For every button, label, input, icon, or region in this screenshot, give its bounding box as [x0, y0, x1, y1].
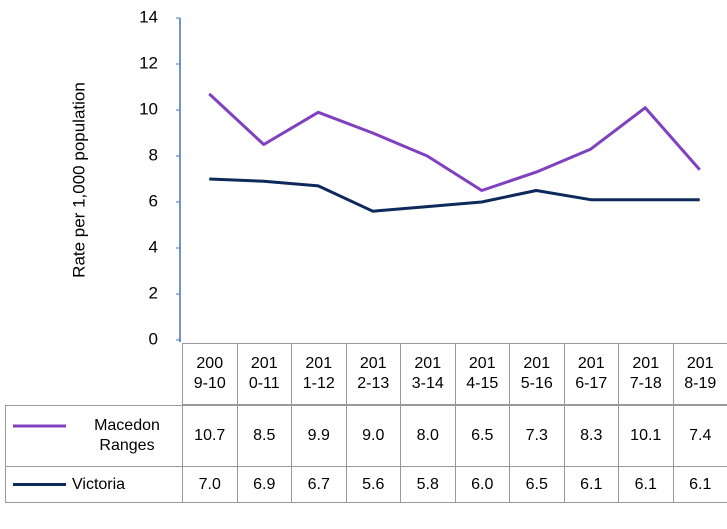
y-tick-label: 0: [149, 329, 158, 348]
data-label: 6.5: [454, 405, 510, 467]
data-label: 5.8: [400, 466, 456, 503]
data-label: 6.9: [236, 466, 292, 503]
series-line: [209, 177, 700, 213]
x-tick-label: 2015-16: [509, 343, 565, 405]
data-label: 5.6: [345, 466, 401, 503]
y-tick-label: 12: [139, 53, 158, 72]
x-tick-label: 2013-14: [400, 343, 456, 405]
data-label: 7.4: [672, 405, 727, 467]
x-tick-label: 2009-10: [182, 343, 238, 405]
y-tick-label: 4: [149, 237, 158, 256]
data-label: 8.0: [400, 405, 456, 467]
x-tick-label: 2010-11: [236, 343, 292, 405]
data-label: 6.1: [672, 466, 727, 503]
data-label: 10.1: [618, 405, 674, 467]
x-tick-label: 2018-19: [672, 343, 727, 405]
y-tick-label: 2: [149, 283, 158, 302]
x-tick-label: 2014-15: [454, 343, 510, 405]
y-tick-label: 10: [139, 99, 158, 118]
data-label: 6.0: [454, 466, 510, 503]
data-label: 8.5: [236, 405, 292, 467]
data-label: 9.0: [345, 405, 401, 467]
data-label: 10.7: [182, 405, 238, 467]
y-tick-label: 14: [139, 7, 158, 26]
y-axis-label: Rate per 1,000 population: [69, 82, 88, 278]
data-label: 6.5: [509, 466, 565, 503]
data-label: 6.7: [291, 466, 347, 503]
data-label: 6.1: [563, 466, 619, 503]
x-tick-label: 2017-18: [618, 343, 674, 405]
data-label: 7.3: [509, 405, 565, 467]
data-label: 6.1: [618, 466, 674, 503]
data-label: 8.3: [563, 405, 619, 467]
x-tick-label: 2016-17: [563, 343, 619, 405]
data-label: 7.0: [182, 466, 238, 503]
legend-entry: Macedon Ranges: [5, 405, 183, 467]
data-label: 9.9: [291, 405, 347, 467]
y-tick-label: 6: [149, 191, 158, 210]
x-tick-label: 2011-12: [291, 343, 347, 405]
x-tick-label: 2012-13: [345, 343, 401, 405]
legend-entry: Victoria: [5, 466, 183, 503]
y-tick-label: 8: [149, 145, 158, 164]
series-line: [208, 92, 701, 192]
